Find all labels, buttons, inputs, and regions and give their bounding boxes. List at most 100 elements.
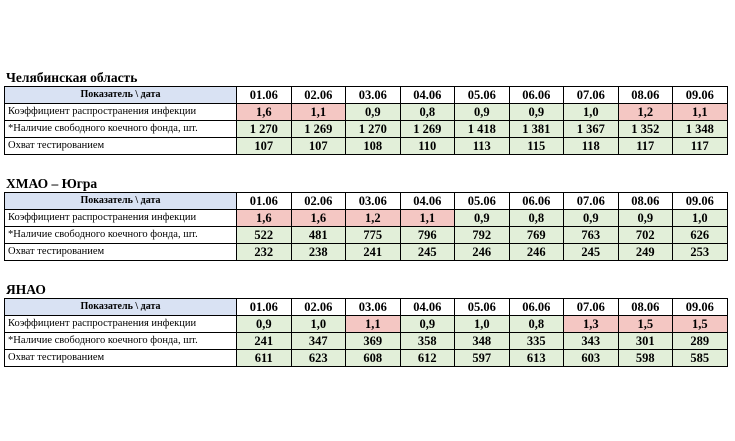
value-cell: 585	[672, 349, 728, 367]
region-title: ХМАО – Югра	[6, 176, 98, 191]
value-cell: 763	[563, 226, 619, 244]
row-label: *Наличие свободного коечного фонда, шт.	[4, 120, 237, 138]
value-cell: 0,9	[454, 103, 510, 121]
value-cell: 1 270	[345, 120, 401, 138]
value-cell: 1,0	[290, 315, 346, 333]
date-header: 06.06	[508, 192, 564, 210]
header-row: Показатель \ дата 01.06 02.06 03.06 04.06 05.…	[4, 192, 728, 210]
value-cell: 522	[236, 226, 292, 244]
value-cell: 0,9	[617, 209, 673, 227]
row-label: Охват тестированием	[4, 137, 237, 155]
date-header: 01.06	[236, 192, 292, 210]
value-cell: 0,9	[454, 209, 510, 227]
value-cell: 1,2	[345, 209, 401, 227]
value-cell: 1 381	[508, 120, 564, 138]
date-header: 02.06	[290, 192, 346, 210]
value-cell: 0,9	[345, 103, 401, 121]
value-cell: 358	[399, 332, 455, 350]
value-cell: 0,9	[236, 315, 292, 333]
value-cell: 117	[672, 137, 728, 155]
region-khmao: ХМАО – Югра Показатель \ дата 01.06 02.06 0…	[4, 176, 728, 261]
value-cell: 348	[454, 332, 510, 350]
region-title: Челябинская область	[6, 70, 138, 85]
value-cell: 0,8	[508, 209, 564, 227]
date-header: 09.06	[672, 192, 728, 210]
value-cell: 369	[345, 332, 401, 350]
region-table: Показатель \ дата 01.06 02.06 03.06 04.06 05.…	[4, 192, 728, 261]
value-cell: 289	[672, 332, 728, 350]
region-table: Показатель \ дата 01.06 02.06 03.06 04.06 05.…	[4, 86, 728, 155]
row-label: Охват тестированием	[4, 349, 237, 367]
value-cell: 117	[617, 137, 673, 155]
value-cell: 0,9	[508, 103, 564, 121]
value-cell: 597	[454, 349, 510, 367]
date-header: 07.06	[563, 192, 619, 210]
value-cell: 115	[508, 137, 564, 155]
table-row: Коэффициент распространения инфекции 1,6 1…	[4, 209, 728, 227]
date-header: 04.06	[399, 192, 455, 210]
value-cell: 1,3	[563, 315, 619, 333]
value-cell: 107	[236, 137, 292, 155]
value-cell: 241	[236, 332, 292, 350]
header-label: Показатель \ дата	[4, 86, 237, 104]
date-header: 08.06	[617, 86, 673, 104]
value-cell: 1,0	[672, 209, 728, 227]
date-header: 07.06	[563, 298, 619, 316]
value-cell: 249	[617, 243, 673, 261]
date-header: 01.06	[236, 86, 292, 104]
date-header: 09.06	[672, 86, 728, 104]
header-label: Показатель \ дата	[4, 298, 237, 316]
value-cell: 113	[454, 137, 510, 155]
value-cell: 623	[290, 349, 346, 367]
value-cell: 1 352	[617, 120, 673, 138]
value-cell: 1,1	[672, 103, 728, 121]
value-cell: 0,9	[563, 209, 619, 227]
table-row: Охват тестированием 611 623 608 612 597 613 603…	[4, 349, 728, 367]
value-cell: 238	[290, 243, 346, 261]
header-row: Показатель \ дата 01.06 02.06 03.06 04.06 05.…	[4, 86, 728, 104]
value-cell: 1,1	[399, 209, 455, 227]
region-table: Показатель \ дата 01.06 02.06 03.06 04.06 05.…	[4, 298, 728, 367]
value-cell: 0,9	[399, 315, 455, 333]
table-row: Охват тестированием 107 107 108 110 113 115 118…	[4, 137, 728, 155]
date-header: 02.06	[290, 86, 346, 104]
header-row: Показатель \ дата 01.06 02.06 03.06 04.06 05.…	[4, 298, 728, 316]
value-cell: 1 269	[399, 120, 455, 138]
date-header: 05.06	[454, 298, 510, 316]
value-cell: 613	[508, 349, 564, 367]
table-row: *Наличие свободного коечного фонда, шт. 1…	[4, 120, 728, 138]
date-header: 07.06	[563, 86, 619, 104]
value-cell: 232	[236, 243, 292, 261]
value-cell: 253	[672, 243, 728, 261]
date-header: 05.06	[454, 192, 510, 210]
row-label: Охват тестированием	[4, 243, 237, 261]
row-label: *Наличие свободного коечного фонда, шт.	[4, 226, 237, 244]
date-header: 03.06	[345, 192, 401, 210]
value-cell: 796	[399, 226, 455, 244]
value-cell: 118	[563, 137, 619, 155]
row-label: Коэффициент распространения инфекции	[4, 315, 237, 333]
value-cell: 1,5	[672, 315, 728, 333]
value-cell: 769	[508, 226, 564, 244]
value-cell: 612	[399, 349, 455, 367]
value-cell: 343	[563, 332, 619, 350]
value-cell: 1 270	[236, 120, 292, 138]
date-header: 05.06	[454, 86, 510, 104]
table-row: *Наличие свободного коечного фонда, шт. 5…	[4, 226, 728, 244]
value-cell: 347	[290, 332, 346, 350]
value-cell: 626	[672, 226, 728, 244]
value-cell: 481	[290, 226, 346, 244]
date-header: 04.06	[399, 86, 455, 104]
header-label: Показатель \ дата	[4, 192, 237, 210]
value-cell: 1 418	[454, 120, 510, 138]
date-header: 06.06	[508, 86, 564, 104]
value-cell: 792	[454, 226, 510, 244]
value-cell: 245	[563, 243, 619, 261]
value-cell: 1 348	[672, 120, 728, 138]
value-cell: 0,8	[508, 315, 564, 333]
value-cell: 603	[563, 349, 619, 367]
value-cell: 775	[345, 226, 401, 244]
table-row: *Наличие свободного коечного фонда, шт. 2…	[4, 332, 728, 350]
table-row: Коэффициент распространения инфекции 1,6 1…	[4, 103, 728, 121]
table-row: Охват тестированием 232 238 241 245 246 246 245…	[4, 243, 728, 261]
